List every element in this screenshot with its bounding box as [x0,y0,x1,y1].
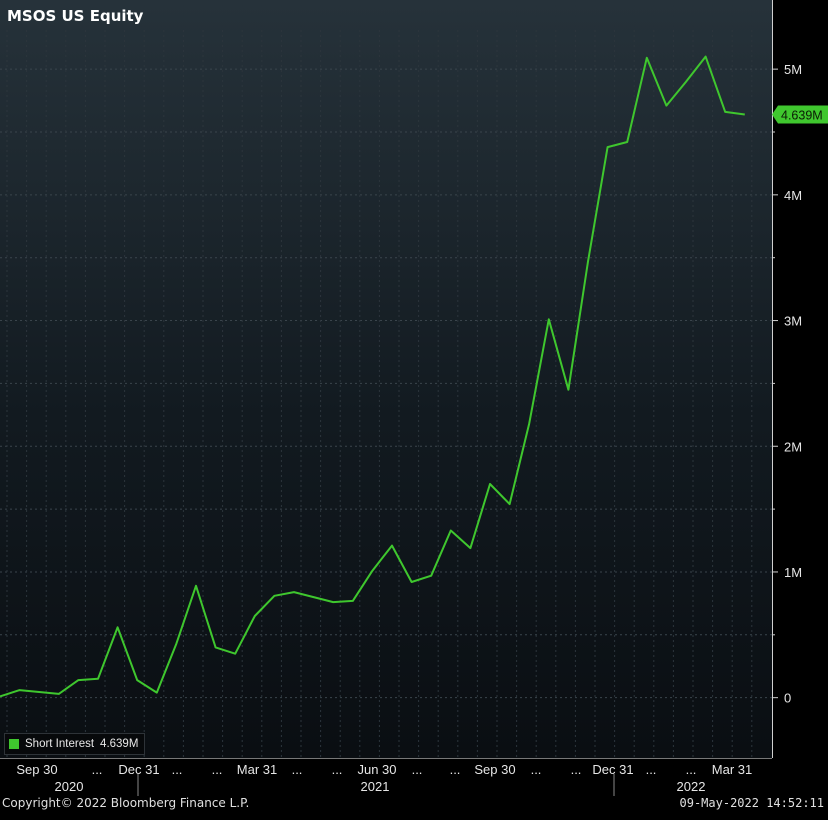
x-tick-label: Mar 31 [712,762,752,777]
x-tick-label: ... [686,762,697,777]
x-tick-label: ... [332,762,343,777]
gridlines [0,30,772,758]
x-tick-label: Sep 30 [16,762,57,777]
x-tick-label: Dec 31 [592,762,633,777]
x-tick-label: ... [292,762,303,777]
x-tick-label: ... [531,762,542,777]
timestamp: 09-May-2022 14:52:11 [679,796,825,810]
last-value-badge [772,105,828,124]
x-tick-label: ... [450,762,461,777]
x-tick-label: ... [646,762,657,777]
x-tick-label: Sep 30 [474,762,515,777]
legend-series-name: Short Interest [25,738,95,750]
y-tick-label: 0 [784,691,791,706]
x-tick-label: ... [172,762,183,777]
x-tick-label: ... [92,762,103,777]
y-tick-label: 5M [784,62,802,77]
x-tick-label: ... [412,762,423,777]
chart-title: MSOS US Equity [7,7,144,25]
x-tick-label: Dec 31 [118,762,159,777]
series-line-short-interest [0,55,745,698]
axes [0,0,778,796]
legend-swatch [9,739,19,749]
y-tick-label: 4M [784,188,802,203]
year-label: 2020 [55,779,84,794]
y-tick-label: 1M [784,565,802,580]
footer: Copyright© 2022 Bloomberg Finance L.P. 0… [0,796,828,820]
series-layer [0,55,745,698]
year-label: 2022 [677,779,706,794]
plot-background [0,0,772,758]
year-label: 2021 [361,779,390,794]
legend: Short Interest 4.639M [4,733,146,755]
x-tick-label: ... [571,762,582,777]
copyright-text: Copyright© 2022 Bloomberg Finance L.P. [2,796,250,810]
x-tick-label: ... [212,762,223,777]
tick-labels: 0 1M 2M 3M 4M 5M 4.639M Sep 30... Dec 31...... Ma… [16,62,828,794]
x-tick-label: Mar 31 [237,762,277,777]
x-tick-label: Jun 30 [357,762,396,777]
y-tick-label: 3M [784,314,802,329]
y-tick-label: 2M [784,439,802,454]
legend-series-value: 4.639M [100,738,139,750]
last-value-label: 4.639M [781,109,823,123]
